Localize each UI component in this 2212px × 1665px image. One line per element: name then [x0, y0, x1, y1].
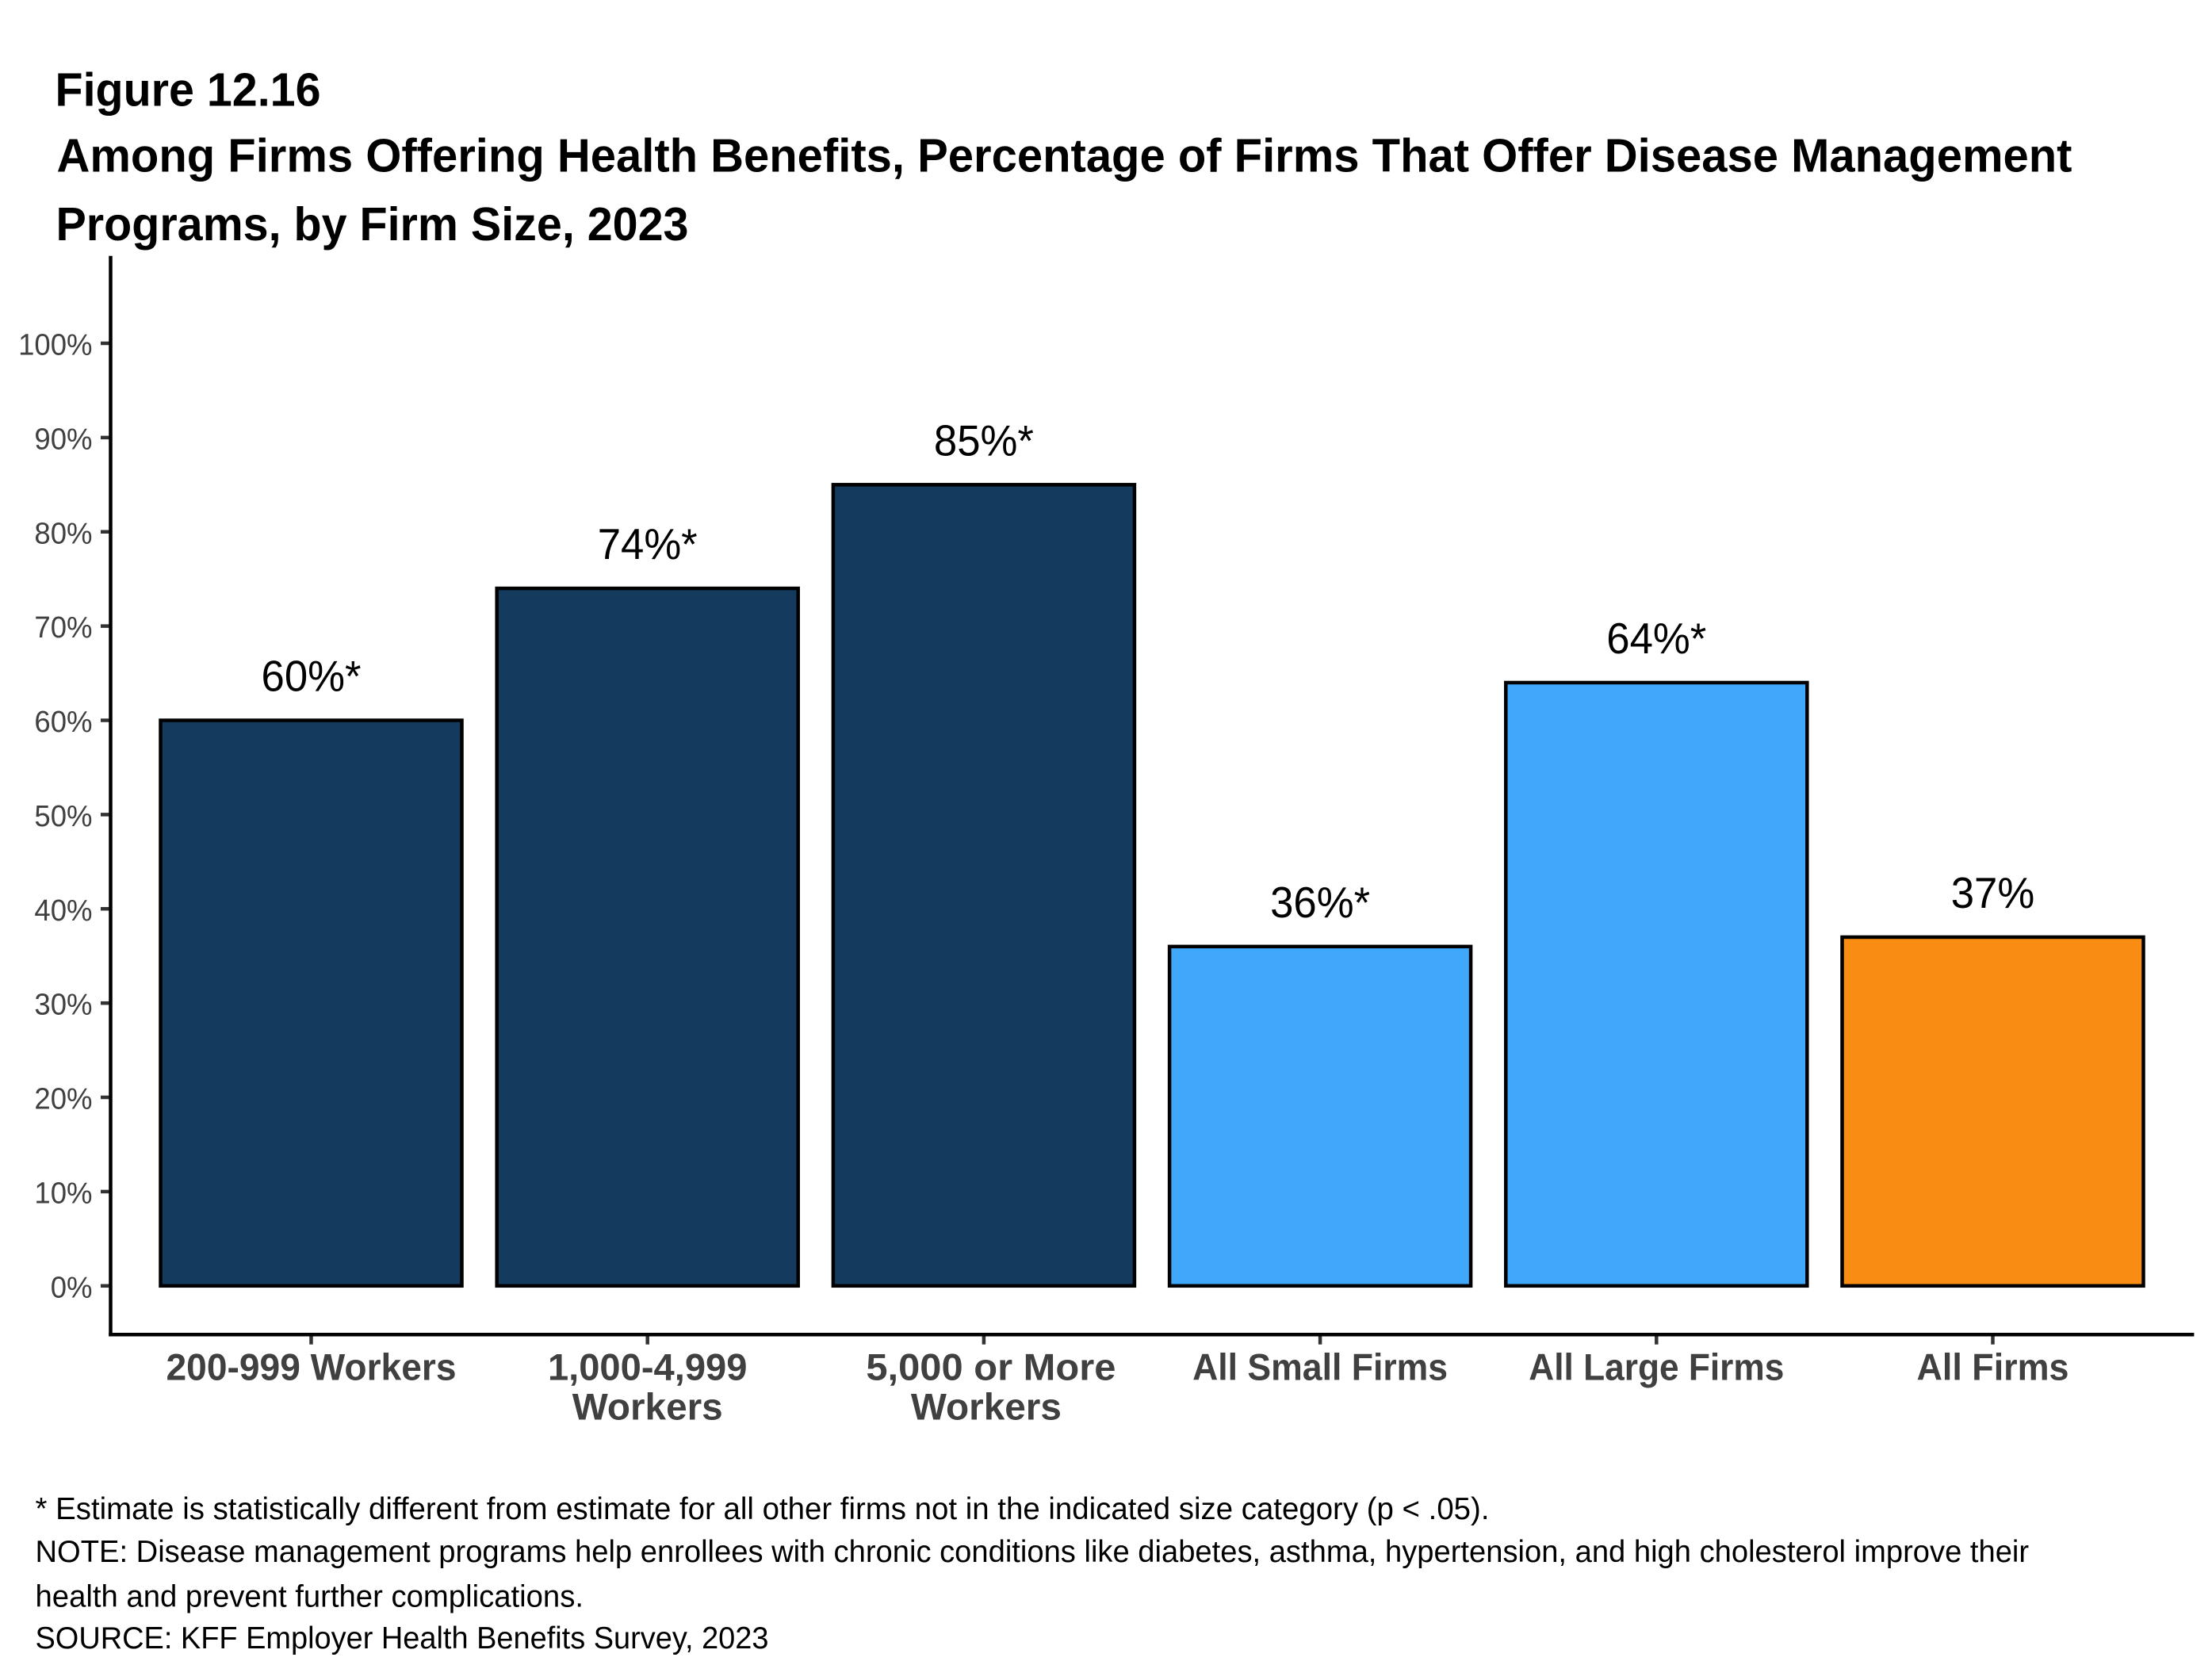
svg-text:All Firms: All Firms [1917, 1347, 2069, 1389]
svg-text:All Large Firms: All Large Firms [1529, 1347, 1784, 1389]
svg-text:100%: 100% [18, 328, 92, 362]
svg-text:80%: 80% [34, 516, 92, 550]
svg-text:30%: 30% [34, 988, 92, 1022]
svg-text:Programs, by Firm Size, 2023: Programs, by Firm Size, 2023 [56, 197, 689, 251]
svg-text:SOURCE: KFF Employer Health Be: SOURCE: KFF Employer Health Benefits Sur… [36, 1621, 769, 1655]
svg-text:1,000-4,999: 1,000-4,999 [548, 1347, 748, 1389]
svg-text:36%*: 36%* [1270, 878, 1370, 927]
svg-text:70%: 70% [34, 610, 92, 645]
svg-text:20%: 20% [34, 1082, 92, 1116]
svg-text:40%: 40% [34, 894, 92, 928]
svg-text:All Small Firms: All Small Firms [1192, 1347, 1448, 1389]
svg-text:64%*: 64%* [1606, 614, 1706, 663]
svg-text:37%: 37% [1951, 868, 2035, 917]
svg-text:74%*: 74%* [598, 519, 698, 568]
svg-text:5,000 or More: 5,000 or More [866, 1347, 1116, 1389]
svg-text:60%*: 60%* [262, 652, 362, 701]
svg-text:90%: 90% [34, 422, 92, 456]
svg-text:85%*: 85%* [934, 415, 1034, 465]
svg-text:Figure 12.16: Figure 12.16 [55, 63, 321, 116]
svg-text:* Estimate is statistically di: * Estimate is statistically different fr… [36, 1492, 1490, 1526]
svg-text:Among Firms Offering Health Be: Among Firms Offering Health Benefits, Pe… [57, 129, 2072, 182]
svg-text:50%: 50% [34, 799, 92, 833]
svg-text:200-999 Workers: 200-999 Workers [166, 1347, 457, 1389]
svg-text:0%: 0% [51, 1270, 93, 1304]
svg-text:Workers: Workers [572, 1387, 723, 1429]
svg-text:60%: 60% [34, 705, 92, 739]
svg-text:health and prevent further com: health and prevent further complications… [36, 1579, 584, 1613]
svg-text:NOTE: Disease management progr: NOTE: Disease management programs help e… [36, 1535, 2030, 1569]
svg-text:10%: 10% [34, 1176, 92, 1210]
svg-text:Workers: Workers [911, 1387, 1062, 1429]
